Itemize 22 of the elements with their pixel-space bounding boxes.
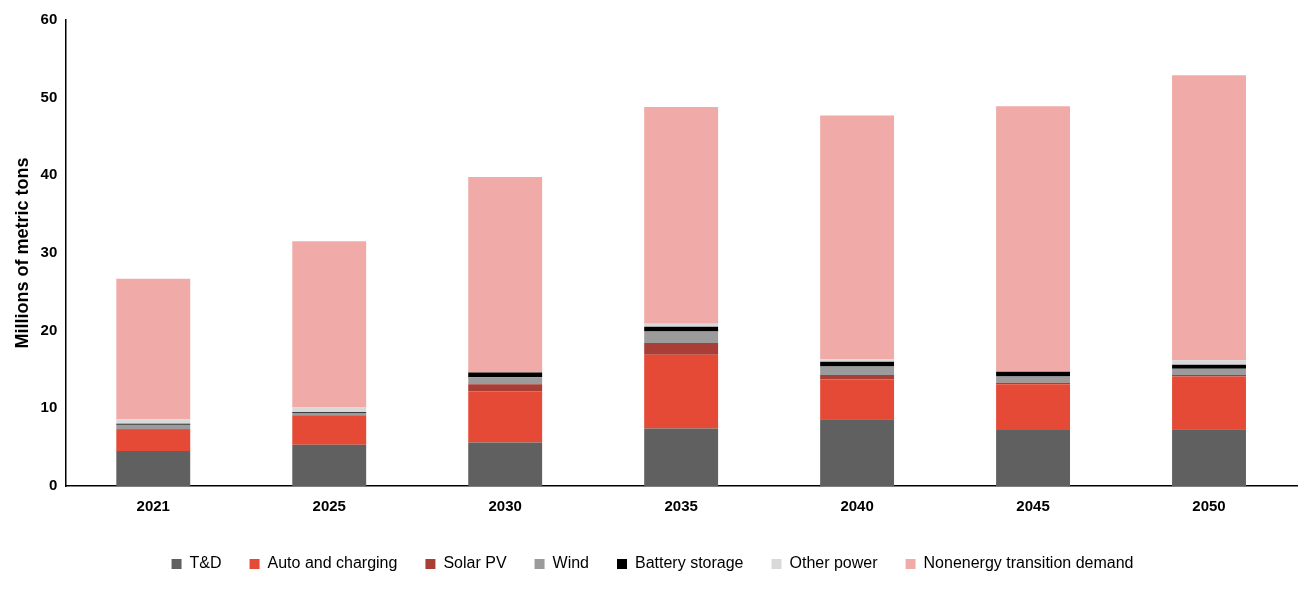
legend-label: Auto and charging xyxy=(267,554,398,572)
y-tick-label: 40 xyxy=(40,165,58,183)
legend-label: Battery storage xyxy=(635,554,744,572)
y-tick-label: 20 xyxy=(40,320,58,338)
x-tick-label: 2035 xyxy=(664,497,698,515)
y-axis-title: Millions of metric tons xyxy=(11,157,32,349)
y-tick-label: 0 xyxy=(48,476,58,494)
y-tick-label: 30 xyxy=(40,243,58,261)
legend-label: Other power xyxy=(789,554,879,572)
legend-label: Solar PV xyxy=(443,554,507,572)
x-tick-label: 2045 xyxy=(1016,497,1050,515)
x-tick-label: 2050 xyxy=(1192,497,1226,515)
x-tick-label: 2025 xyxy=(312,497,346,515)
y-tick-label: 10 xyxy=(40,398,58,416)
legend-label: T&D xyxy=(189,554,222,572)
legend-label: Nonenergy transition demand xyxy=(923,554,1134,572)
y-tick-label: 60 xyxy=(40,10,58,28)
legend-label: Wind xyxy=(552,554,590,572)
x-tick-label: 2040 xyxy=(840,497,874,515)
x-tick-label: 2030 xyxy=(488,497,522,515)
y-tick-label: 50 xyxy=(40,87,58,105)
x-tick-label: 2021 xyxy=(136,497,170,515)
